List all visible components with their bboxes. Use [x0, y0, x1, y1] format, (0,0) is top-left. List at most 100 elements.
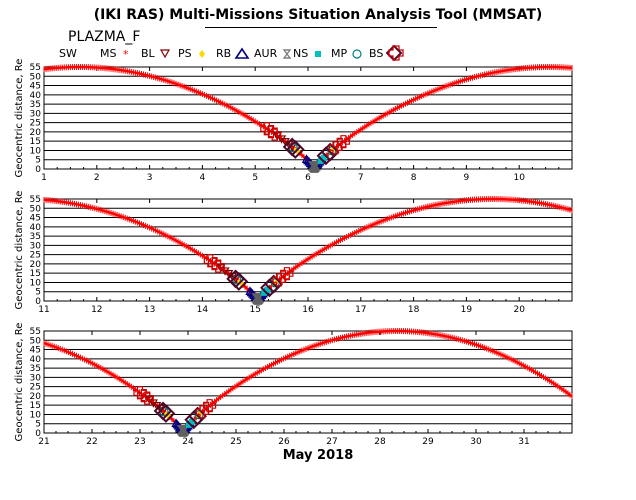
legend-label: MP: [331, 46, 348, 60]
ns-marker: [188, 418, 195, 425]
y-tick-label: 50: [30, 204, 42, 214]
cross-marker: [211, 259, 225, 273]
y-tick-label: 30: [30, 241, 42, 251]
y-tick-label: 5: [35, 288, 41, 298]
y-tick-label: 45: [30, 346, 41, 356]
ps-marker: [198, 411, 203, 416]
y-tick-label: 10: [30, 278, 42, 288]
y-tick-label: 55: [30, 327, 41, 337]
y-tick-label: 0: [35, 429, 41, 439]
hourglass-icon: [282, 49, 292, 59]
ns-marker: [320, 154, 327, 161]
cross-icon: [388, 45, 404, 61]
cross-marker: [264, 124, 278, 139]
y-tick-label: 25: [30, 119, 41, 129]
y-tick-label: 40: [30, 91, 42, 101]
y-axis-label: Geocentric distance, Re: [14, 323, 25, 442]
x-tick-label: 27: [326, 437, 337, 447]
circle-icon: [352, 49, 362, 59]
y-tick-label: 40: [30, 223, 42, 233]
y-tick-label: 15: [30, 269, 41, 279]
x-axis-title: May 2018: [282, 448, 354, 463]
x-tick-label: 5: [252, 173, 258, 183]
cross-marker: [276, 269, 290, 283]
x-tick-label: 15: [249, 305, 260, 315]
cross-marker: [207, 257, 222, 271]
y-tick-label: 50: [30, 336, 42, 346]
star-icon: *: [123, 48, 129, 61]
legend-label: MS: [100, 46, 117, 60]
bs-marker: [229, 272, 249, 291]
y-tick-label: 15: [30, 137, 41, 147]
cross-marker: [195, 405, 209, 419]
diamond-icon: [198, 50, 205, 58]
x-tick-label: 8: [411, 173, 417, 183]
y-axis-label: Geocentric distance, Re: [14, 59, 25, 178]
y-tick-label: 40: [30, 355, 42, 365]
bs-marker: [260, 278, 279, 298]
cross-marker: [336, 135, 350, 149]
x-tick-label: 31: [518, 437, 529, 447]
bs-marker: [285, 140, 305, 159]
cross-marker: [199, 401, 213, 415]
bs-marker: [320, 142, 340, 162]
x-tick-label: 29: [422, 437, 434, 447]
legend-item-ps: PS: [178, 44, 211, 62]
ps-marker: [164, 411, 169, 416]
y-tick-label: 45: [30, 214, 41, 224]
x-tick-label: 25: [230, 437, 241, 447]
cross-marker: [140, 391, 154, 405]
page-title: (IKI RAS) Multi-Missions Situation Analy…: [93, 7, 543, 23]
bs-marker: [184, 410, 204, 430]
x-tick-label: 21: [38, 437, 49, 447]
x-tick-label: 13: [144, 305, 155, 315]
title-underline: [205, 27, 437, 28]
cross-marker: [280, 267, 294, 281]
x-tick-label: 7: [358, 173, 364, 183]
x-tick-label: 6: [305, 173, 311, 183]
cross-marker: [272, 273, 286, 287]
y-tick-label: 20: [30, 392, 42, 402]
cross-marker: [268, 127, 282, 141]
y-tick-label: 30: [30, 373, 42, 383]
triangle-up-icon: [234, 47, 250, 59]
x-tick-label: 18: [408, 305, 420, 315]
legend-item-aur: AUR: [254, 44, 296, 62]
y-tick-label: 0: [35, 165, 41, 175]
legend-label: PS: [178, 46, 192, 60]
x-tick-label: 30: [470, 437, 482, 447]
legend-label: RB: [216, 46, 232, 60]
y-tick-label: 55: [30, 63, 41, 73]
cross-marker: [328, 141, 343, 155]
y-tick-label: 25: [30, 383, 41, 393]
y-tick-label: 50: [30, 72, 42, 82]
y-tick-label: 15: [30, 401, 41, 411]
legend: SW MS * BL PS RB AUR NS MP BS: [0, 44, 636, 62]
legend-label: AUR: [254, 46, 278, 60]
plot-frame: [43, 198, 573, 302]
x-tick-label: 3: [147, 173, 153, 183]
y-axis-label: Geocentric distance, Re: [14, 191, 25, 310]
y-tick-label: 10: [30, 410, 42, 420]
cross-marker: [133, 386, 147, 400]
y-tick-label: 30: [30, 109, 42, 119]
x-tick-label: 11: [38, 305, 49, 315]
x-tick-label: 12: [91, 305, 102, 315]
x-tick-label: 20: [513, 305, 525, 315]
legend-item-mp: MP: [331, 44, 366, 62]
legend-item-cross: [388, 44, 404, 62]
ps-marker: [166, 414, 171, 419]
legend-item-ms: MS *: [100, 44, 135, 62]
legend-item-sw: SW: [59, 44, 80, 62]
y-tick-label: 35: [30, 364, 41, 374]
bs-marker: [188, 406, 208, 426]
triangle-down-icon: [159, 49, 170, 59]
legend-item-rb: RB: [216, 44, 250, 62]
mission-name: PLAZMA_F: [68, 29, 141, 45]
x-tick-label: 10: [513, 173, 525, 183]
cross-marker: [203, 399, 217, 413]
plot-frame: [43, 66, 573, 170]
cross-marker: [137, 389, 151, 403]
y-tick-label: 25: [30, 251, 41, 261]
